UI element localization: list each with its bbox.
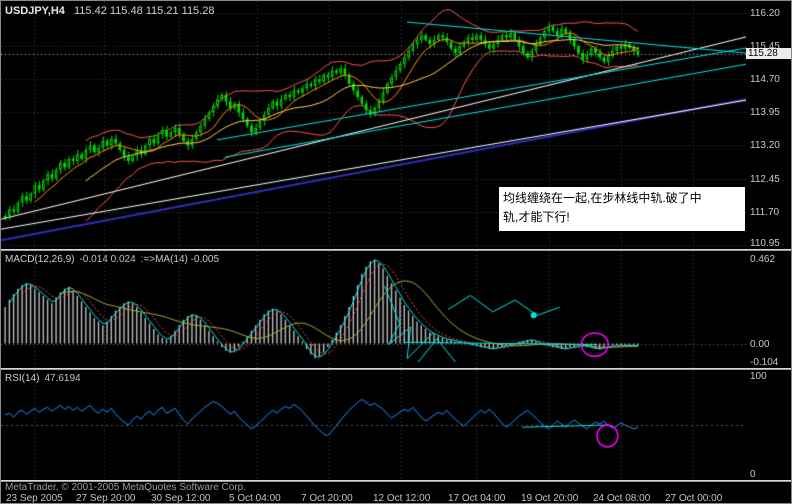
- time-axis-label: 24 Oct 08:00: [593, 493, 651, 504]
- time-axis-label: 12 Oct 12:00: [373, 493, 431, 504]
- axis-tick-label: 116.20: [750, 8, 780, 20]
- annotation-textbox[interactable]: 均线缠绕在一起,在步林线中轨.破了中 轨,才能下行!: [499, 187, 745, 231]
- axis-tick-label: 113.20: [750, 140, 780, 152]
- time-axis-label: 7 Oct 20:00: [301, 493, 353, 504]
- axis-tick-label: 113.95: [750, 107, 780, 119]
- macd-label: MACD(12,26,9) -0.014 0.024 :=>MA(14) -0.00…: [5, 254, 219, 265]
- rsi-label: RSI(14) 47.6194: [5, 373, 81, 384]
- chart-title: USDJPY,H4 115.42 115.48 115.21 115.28: [5, 5, 214, 17]
- rsi-value: 47.6194: [44, 373, 81, 384]
- axis-tick-label: 115.45: [750, 41, 780, 53]
- axis-tick-label: 100: [750, 370, 767, 382]
- time-axis-label: 23 Sep 2005: [6, 493, 63, 504]
- rsi-chart-canvas[interactable]: [1, 370, 746, 480]
- main-price-axis: 116.20 115.45 114.70 113.95 113.20 112.45 111.…: [746, 1, 791, 249]
- current-price-tag: 115.28: [746, 47, 791, 59]
- axis-tick-label: 0.462: [750, 254, 776, 266]
- time-axis-label: 19 Oct 20:00: [521, 493, 579, 504]
- axis-tick-label: -0.104: [750, 357, 779, 368]
- axis-tick-label: 114.70: [750, 74, 780, 86]
- bottom-strip: MetaTrader, © 2001-2005 MetaQuotes Softw…: [1, 482, 791, 504]
- axis-tick-label: 0.00: [750, 338, 770, 350]
- ohlc-quote-label: 115.42 115.48 115.21 115.28: [73, 5, 215, 17]
- annotation-line-2: 轨,才能下行!: [503, 209, 570, 224]
- time-axis-label: 17 Oct 04:00: [448, 493, 506, 504]
- rsi-panel: 100 0 RSI(14) 47.6194: [1, 370, 791, 480]
- macd-chart-canvas[interactable]: [1, 251, 746, 368]
- macd-name: MACD(12,26,9): [5, 254, 75, 265]
- time-axis-label: 27 Oct 00:00: [665, 493, 723, 504]
- axis-tick-label: 111.70: [750, 206, 780, 218]
- axis-tick-label: 112.45: [750, 173, 780, 185]
- panel-separator[interactable]: [1, 368, 791, 370]
- macd-values: -0.014 0.024: [79, 254, 136, 265]
- annotation-line-1: 均线缠绕在一起,在步林线中轨.破了中: [503, 191, 702, 205]
- panel-separator[interactable]: [1, 249, 791, 251]
- rsi-name: RSI(14): [5, 373, 40, 384]
- macd-ma-value: :=>MA(14) -0.005: [140, 254, 220, 265]
- time-axis-label: 30 Sep 12:00: [151, 493, 211, 504]
- symbol-timeframe-label: USDJPY,H4: [5, 5, 65, 17]
- time-axis-label: 5 Oct 04:00: [229, 493, 281, 504]
- main-chart-panel: 116.20 115.45 114.70 113.95 113.20 112.45 111.…: [1, 1, 791, 249]
- main-chart-canvas[interactable]: [1, 1, 746, 249]
- macd-value-axis: 0.462 0.00 -0.104: [746, 251, 791, 368]
- rsi-value-axis: 100 0: [746, 370, 791, 480]
- copyright-label: MetaTrader, © 2001-2005 MetaQuotes Softw…: [5, 482, 247, 493]
- macd-panel: 0.462 0.00 -0.104 MACD(12,26,9) -0.014 0.02…: [1, 251, 791, 368]
- time-axis-label: 27 Sep 20:00: [76, 493, 136, 504]
- time-axis: 23 Sep 2005 27 Sep 20:00 30 Sep 12:00 5 Oct…: [1, 493, 791, 504]
- panel-separator: [1, 480, 791, 482]
- axis-tick-label: 110.95: [750, 238, 780, 249]
- axis-tick-label: 0: [750, 469, 756, 480]
